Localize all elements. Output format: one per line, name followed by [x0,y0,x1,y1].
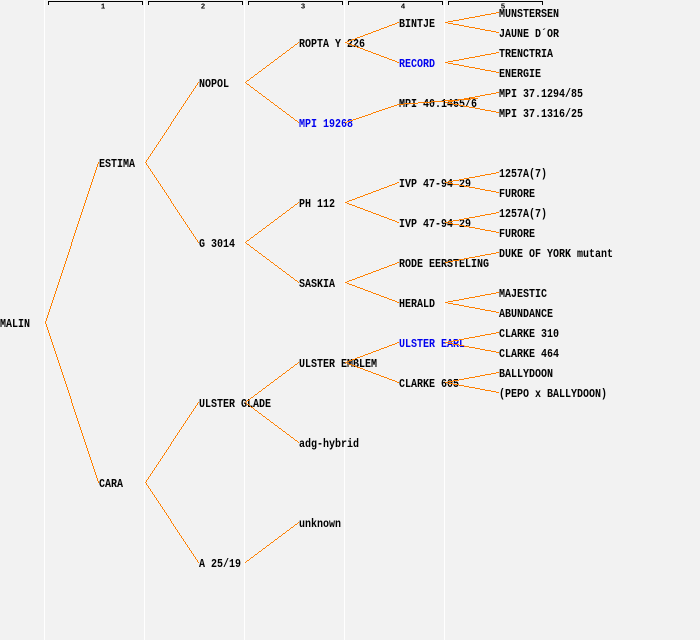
svg-text:2: 2 [201,4,206,12]
svg-text:MPI 37.1294/85: MPI 37.1294/85 [499,88,583,101]
svg-text:G 3014: G 3014 [199,238,235,251]
svg-text:unknown: unknown [299,518,341,531]
svg-text:5: 5 [501,4,506,12]
svg-text:ABUNDANCE: ABUNDANCE [499,308,553,321]
svg-text:4: 4 [401,4,406,12]
svg-text:A 25/19: A 25/19 [199,558,241,571]
svg-text:(PEPO x BALLYDOON): (PEPO x BALLYDOON) [499,388,607,401]
svg-text:MALIN: MALIN [0,318,30,331]
svg-text:FURORE: FURORE [499,228,535,241]
svg-text:FURORE: FURORE [499,188,535,201]
svg-text:CLARKE 310: CLARKE 310 [499,328,559,341]
svg-text:MUNSTERSEN: MUNSTERSEN [499,8,559,21]
svg-text:CLARKE 605: CLARKE 605 [399,378,459,391]
svg-text:MPI 19268: MPI 19268 [299,118,353,131]
svg-text:JAUNE D´OR: JAUNE D´OR [499,28,559,41]
svg-text:ENERGIE: ENERGIE [499,68,541,81]
svg-text:BINTJE: BINTJE [399,18,435,31]
svg-text:BALLYDOON: BALLYDOON [499,368,553,381]
svg-text:1257A(7): 1257A(7) [499,208,547,221]
svg-text:1: 1 [101,4,106,12]
svg-text:MPI 40.1465/6: MPI 40.1465/6 [399,98,477,111]
svg-text:NOPOL: NOPOL [199,78,229,91]
svg-text:ROPTA Y 226: ROPTA Y 226 [299,38,365,51]
svg-text:adg-hybrid: adg-hybrid [299,438,359,451]
svg-text:SASKIA: SASKIA [299,278,335,291]
svg-text:3: 3 [301,4,306,12]
svg-text:ULSTER GLADE: ULSTER GLADE [199,398,271,411]
svg-text:CLARKE 464: CLARKE 464 [499,348,559,361]
svg-text:CARA: CARA [99,478,123,491]
svg-text:ESTIMA: ESTIMA [99,158,135,171]
svg-text:DUKE OF YORK mutant: DUKE OF YORK mutant [499,248,613,261]
svg-text:ULSTER EMBLEM: ULSTER EMBLEM [299,358,377,371]
svg-text:TRENCTRIA: TRENCTRIA [499,48,553,61]
svg-text:1257A(7): 1257A(7) [499,168,547,181]
svg-text:RODE EERSTELING: RODE EERSTELING [399,258,489,271]
svg-text:HERALD: HERALD [399,298,435,311]
svg-text:PH 112: PH 112 [299,198,335,211]
svg-text:MPI 37.1316/25: MPI 37.1316/25 [499,108,583,121]
svg-text:IVP 47-94 29: IVP 47-94 29 [399,218,471,231]
svg-text:RECORD: RECORD [399,58,435,71]
svg-text:MAJESTIC: MAJESTIC [499,288,547,301]
svg-text:IVP 47-94 29: IVP 47-94 29 [399,178,471,191]
